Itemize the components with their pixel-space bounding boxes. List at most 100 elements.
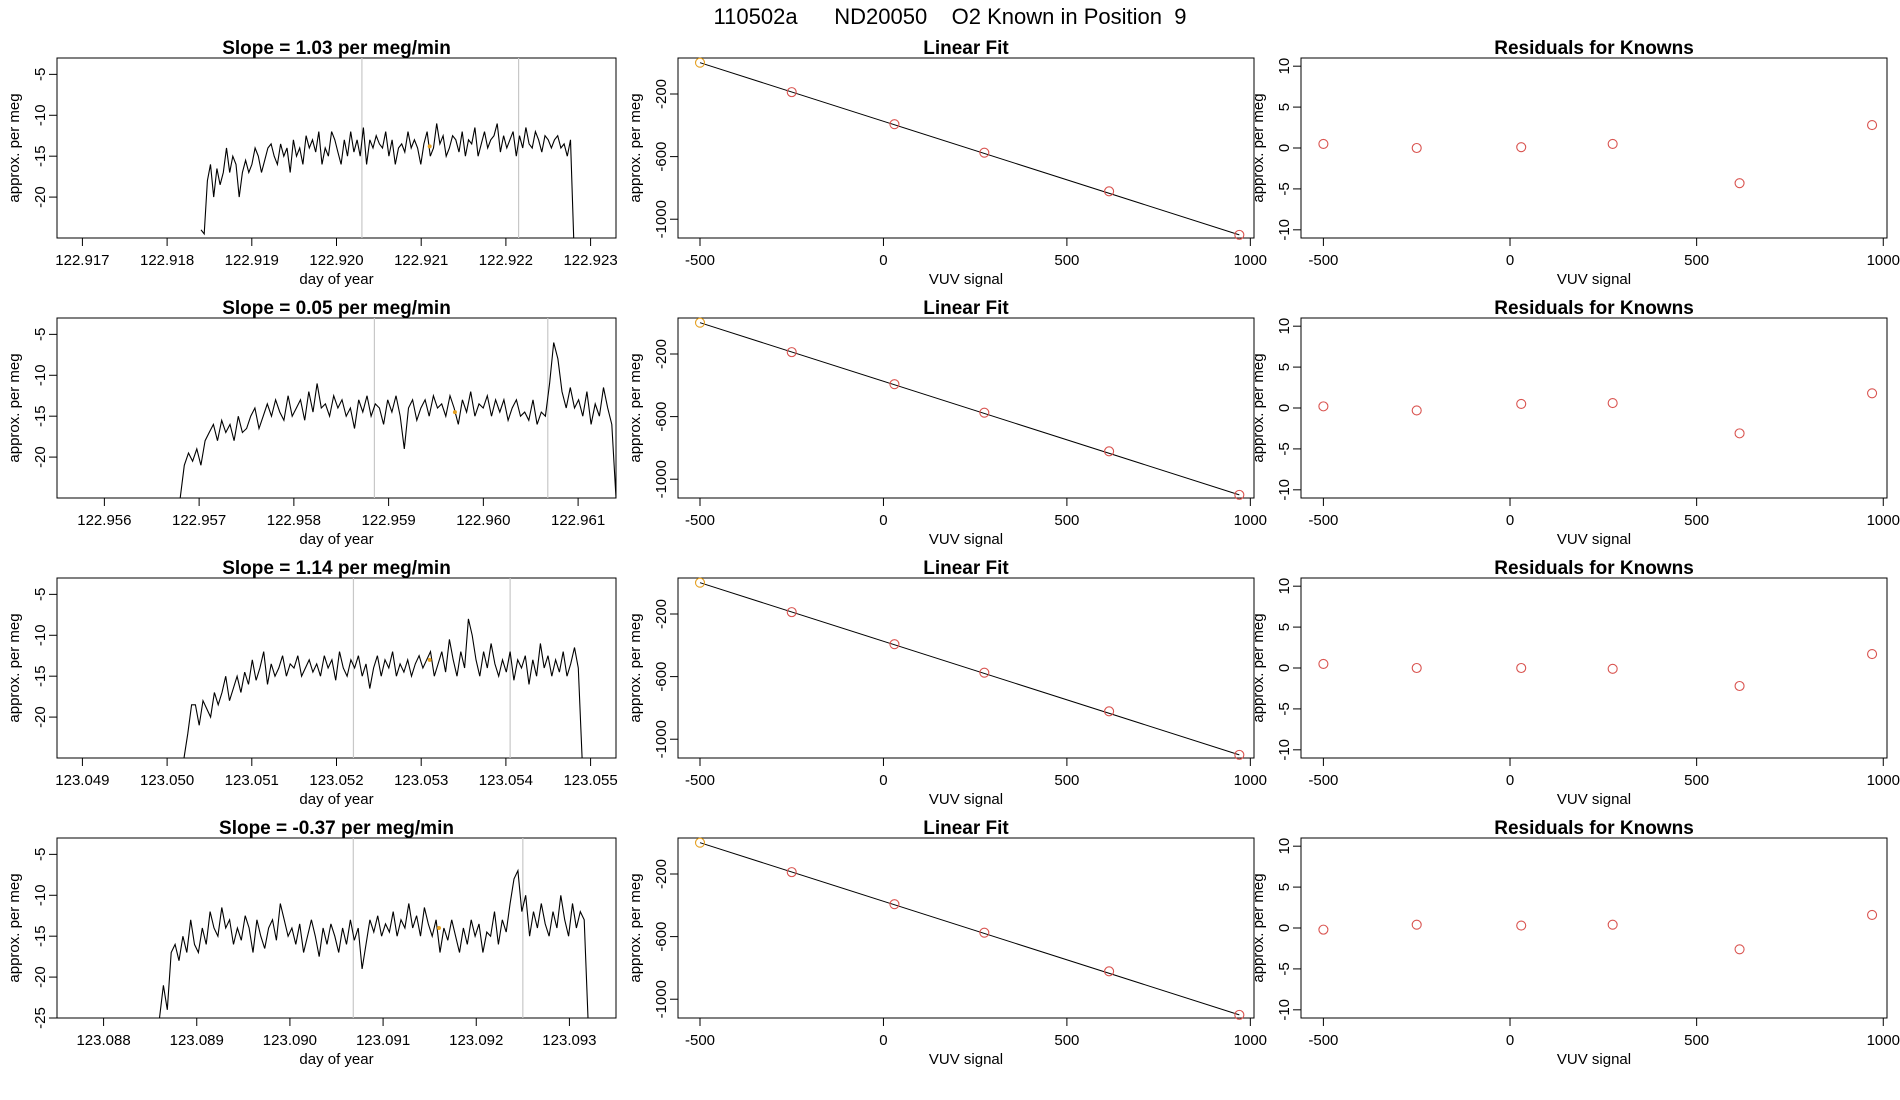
fit-point [889,379,900,390]
y-tick-label: -10 [32,364,49,386]
y-tick-label: 5 [1276,363,1293,371]
residual-point [1411,405,1422,416]
panel-4-3: Residuals for Knowns -500 0 500 1000 10 5 0 -5 -1… [1250,818,1900,1068]
x-tick-label: -500 [685,772,715,789]
y-tick-label: -10 [1276,479,1293,501]
y-tick-label: -1000 [653,720,670,758]
x-tick-label: 123.055 [563,772,617,789]
panel-1-2: Linear Fit -500 0 500 1000 -200 -600 -1000 VUV s… [627,38,1267,288]
y-tick-label: -10 [1276,739,1293,761]
x-tick-label: 123.049 [55,772,109,789]
y-tick-label: 10 [1276,838,1293,855]
x-tick-label: 500 [1054,772,1079,789]
y-tick-label: -1000 [653,200,670,238]
x-tick-label: 122.961 [551,512,605,529]
fit-point [1234,1009,1245,1020]
x-tick-label: 122.923 [563,252,617,269]
x-axis-label: VUV signal [929,1051,1003,1068]
y-tick-label: -10 [1276,999,1293,1021]
x-tick-label: 500 [1054,252,1079,269]
x-tick-label: 0 [1506,252,1514,269]
plot-frame [56,837,617,1019]
x-tick-label: 123.052 [309,772,363,789]
x-axis-label: day of year [299,531,373,548]
x-tick-label: 123.053 [394,772,448,789]
x-tick-label: 0 [879,512,887,529]
highlight-point [427,657,432,662]
signal-series-line [158,868,589,1018]
signal-series-line [183,618,583,758]
y-tick-label: 10 [1276,58,1293,75]
y-axis-label: approx. per meg [6,353,23,462]
x-tick-label: 500 [1684,1032,1709,1049]
y-axis-label: approx. per meg [1250,93,1267,202]
panel-2-1: Slope = 0.05 per meg/min 122.956 122.957 12… [6,298,617,548]
fit-point [1104,446,1115,457]
x-tick-label: 0 [879,252,887,269]
residual-point [1607,919,1618,930]
x-tick-label: 122.958 [267,512,321,529]
y-tick-label: -5 [32,328,49,341]
residual-point [1734,178,1745,189]
x-axis-label: VUV signal [929,531,1003,548]
x-tick-label: 123.088 [76,1032,130,1049]
residual-point [1318,924,1329,935]
y-tick-label: 5 [1276,103,1293,111]
plot-frame [677,837,1255,1019]
y-tick-label: -10 [1276,219,1293,241]
x-axis-label: VUV signal [1557,531,1631,548]
fit-point [694,837,706,848]
residual-point [1411,142,1422,154]
x-axis-label: VUV signal [1557,791,1631,808]
x-tick-label: -500 [685,252,715,269]
x-tick-label: 122.957 [172,512,226,529]
y-tick-label: -5 [1276,442,1293,455]
x-tick-label: -500 [1308,252,1338,269]
fit-point [979,147,990,158]
plot-frame [56,317,617,499]
plot-frame [677,317,1255,499]
y-tick-label: -20 [32,186,49,208]
x-tick-label: -500 [685,512,715,529]
y-tick-label: -20 [32,706,49,728]
y-tick-label: -10 [32,884,49,906]
plot-frame [56,577,617,759]
x-tick-label: 122.956 [77,512,131,529]
fit-point [1104,706,1115,717]
x-axis-label: day of year [299,1051,373,1068]
fit-point [979,407,990,418]
x-tick-label: -500 [1308,512,1338,529]
y-tick-label: -600 [653,662,670,692]
residual-point [1867,909,1878,920]
signal-series-line [179,342,616,498]
x-tick-label: 500 [1684,512,1709,529]
fit-point [1234,749,1245,760]
panel-title: Residuals for Knowns [1494,818,1694,839]
x-tick-label: 500 [1054,1032,1079,1049]
panel-title: Linear Fit [923,558,1009,579]
x-tick-label: 1000 [1234,252,1267,269]
residual-point [1734,680,1745,692]
x-tick-label: -500 [1308,1032,1338,1049]
fit-line [699,62,1240,236]
x-tick-label: 123.090 [263,1032,317,1049]
residual-point [1607,663,1618,674]
x-axis-label: day of year [299,791,373,808]
x-axis-label: VUV signal [929,271,1003,288]
x-tick-label: 123.054 [479,772,533,789]
x-tick-label: 123.091 [356,1032,410,1049]
fit-point [979,667,990,678]
panel-title: Residuals for Knowns [1494,298,1694,319]
x-tick-label: 1000 [1867,1032,1900,1049]
y-axis-label: approx. per meg [627,613,644,722]
x-tick-label: 122.921 [394,252,448,269]
y-tick-label: 10 [1276,318,1293,335]
fit-point [1234,489,1245,500]
y-tick-label: -15 [32,925,49,947]
x-tick-label: 500 [1684,772,1709,789]
x-axis-label: VUV signal [1557,271,1631,288]
x-tick-label: 123.050 [140,772,194,789]
y-tick-label: -5 [32,68,49,81]
x-tick-label: -500 [685,1032,715,1049]
plot-frame [1300,837,1888,1019]
